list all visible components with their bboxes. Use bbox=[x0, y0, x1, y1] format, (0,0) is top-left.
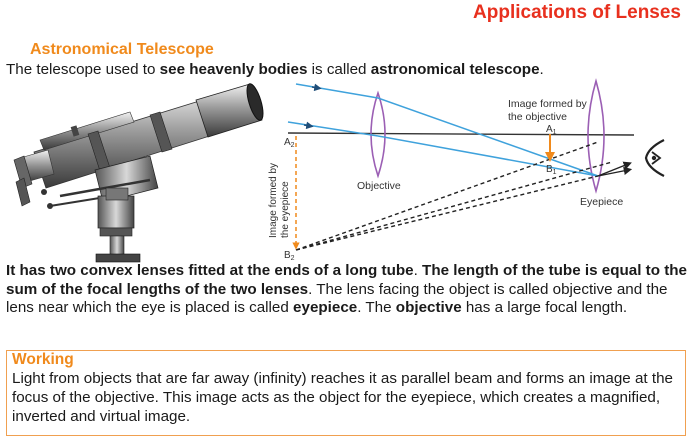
telescope-illustration bbox=[13, 83, 264, 263]
description-paragraph: It has two convex lenses fitted at the e… bbox=[6, 262, 692, 318]
refracted-ray-upper bbox=[377, 97, 599, 177]
desc-text: . The bbox=[357, 299, 396, 316]
point-label-b2: B2 bbox=[284, 250, 295, 262]
telescope-diagram: Image formed by the objective A1 B1 A2 B… bbox=[13, 78, 665, 263]
emergent-ray bbox=[597, 161, 632, 177]
virtual-ray bbox=[295, 141, 599, 251]
intro-paragraph: The telescope used to see heavenly bodie… bbox=[6, 61, 544, 78]
emergent-ray bbox=[597, 166, 633, 177]
desc-text: has a large focal length. bbox=[461, 299, 628, 316]
ray-arrow bbox=[303, 121, 314, 130]
working-title: Working bbox=[12, 351, 74, 368]
ray-arrow bbox=[311, 83, 322, 92]
working-box bbox=[6, 350, 686, 436]
eyepiece-label: Eyepiece bbox=[580, 196, 623, 208]
objective-label: Objective bbox=[357, 180, 401, 192]
intro-text: is called bbox=[307, 61, 371, 78]
section-title: Astronomical Telescope bbox=[30, 41, 214, 58]
incident-ray-upper bbox=[295, 83, 379, 99]
desc-bold: The length of the tube is equal to the s… bbox=[6, 262, 687, 298]
working-text: Light from objects that are far away (in… bbox=[12, 370, 673, 425]
intro-text: The telescope used to bbox=[6, 61, 160, 78]
intro-bold: see heavenly bodies bbox=[159, 61, 308, 78]
virtual-ray bbox=[295, 161, 613, 251]
intro-text: . bbox=[539, 61, 544, 78]
objective-image-label: the objective bbox=[508, 111, 567, 123]
eye-icon bbox=[644, 139, 665, 177]
page-title: Applications of Lenses bbox=[473, 2, 681, 23]
desc-text: . The lens facing the object is called o… bbox=[6, 280, 668, 317]
objective-image-label: Image formed by bbox=[508, 98, 588, 110]
point-label-b1: B1 bbox=[546, 164, 557, 176]
point-label-a1: A1 bbox=[546, 124, 557, 136]
eyepiece-lens bbox=[587, 78, 605, 194]
desc-bold: eyepiece bbox=[293, 299, 358, 316]
desc-bold: It has two convex lenses fitted at the e… bbox=[6, 262, 414, 279]
principal-axis bbox=[287, 132, 635, 136]
objective-lens bbox=[370, 90, 386, 179]
virtual-ray bbox=[295, 175, 599, 251]
eyepiece-image-label: the eyepiece bbox=[280, 181, 291, 238]
desc-bold: objective bbox=[395, 299, 462, 316]
refracted-ray-lower bbox=[377, 135, 599, 177]
desc-text: . bbox=[413, 262, 423, 279]
intro-bold: astronomical telescope bbox=[370, 61, 540, 78]
eyepiece-image-label: Image formed by bbox=[268, 163, 279, 238]
incident-ray-lower bbox=[287, 121, 379, 137]
point-label-a2: A2 bbox=[284, 137, 295, 149]
